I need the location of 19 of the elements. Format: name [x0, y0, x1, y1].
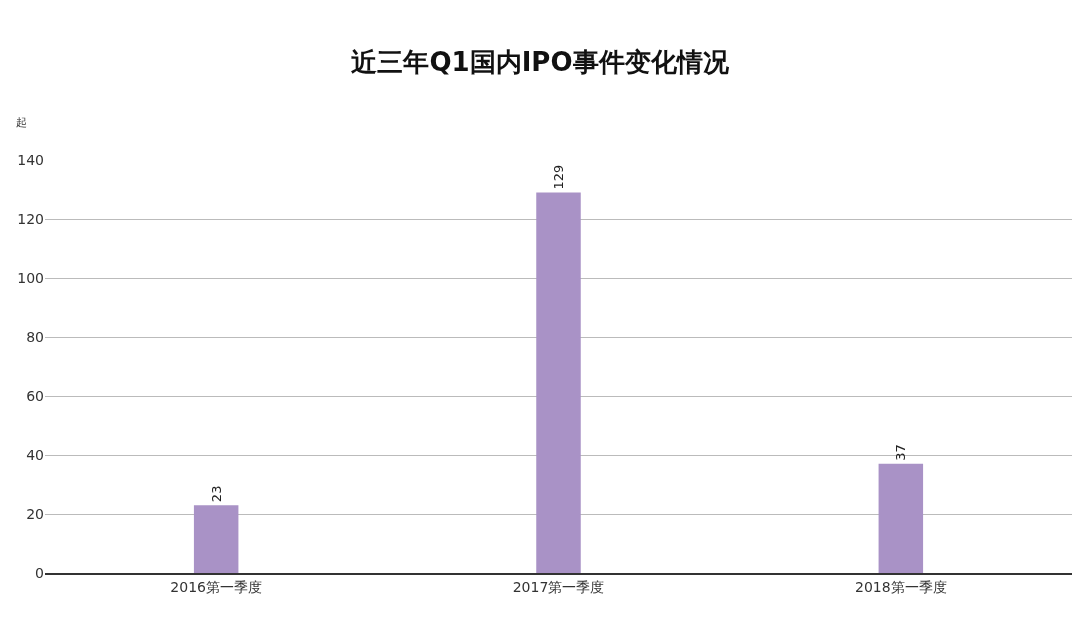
data-label: 23 [208, 485, 224, 503]
x-tick-label: 2016第一季度 [170, 578, 262, 595]
bar [536, 192, 581, 573]
y-tick-label: 40 [26, 446, 44, 463]
y-tick-label: 120 [17, 210, 44, 227]
data-label: 129 [551, 164, 566, 190]
bar [878, 463, 924, 573]
bar [193, 505, 239, 573]
data-label: 37 [893, 444, 909, 461]
y-axis-title: 起 [16, 116, 27, 129]
y-tick-label: 80 [26, 328, 44, 345]
y-tick-label: 60 [26, 387, 44, 404]
x-tick-label: 2018第一季度 [855, 578, 947, 595]
y-tick-label: 20 [26, 505, 44, 522]
chart-title: 近三年Q1国内IPO事件变化情况 [351, 47, 730, 78]
y-tick-label: 0 [35, 564, 44, 581]
y-tick-label: 140 [17, 151, 44, 168]
y-tick-label: 100 [17, 269, 44, 286]
x-tick-label: 2017第一季度 [512, 578, 605, 595]
